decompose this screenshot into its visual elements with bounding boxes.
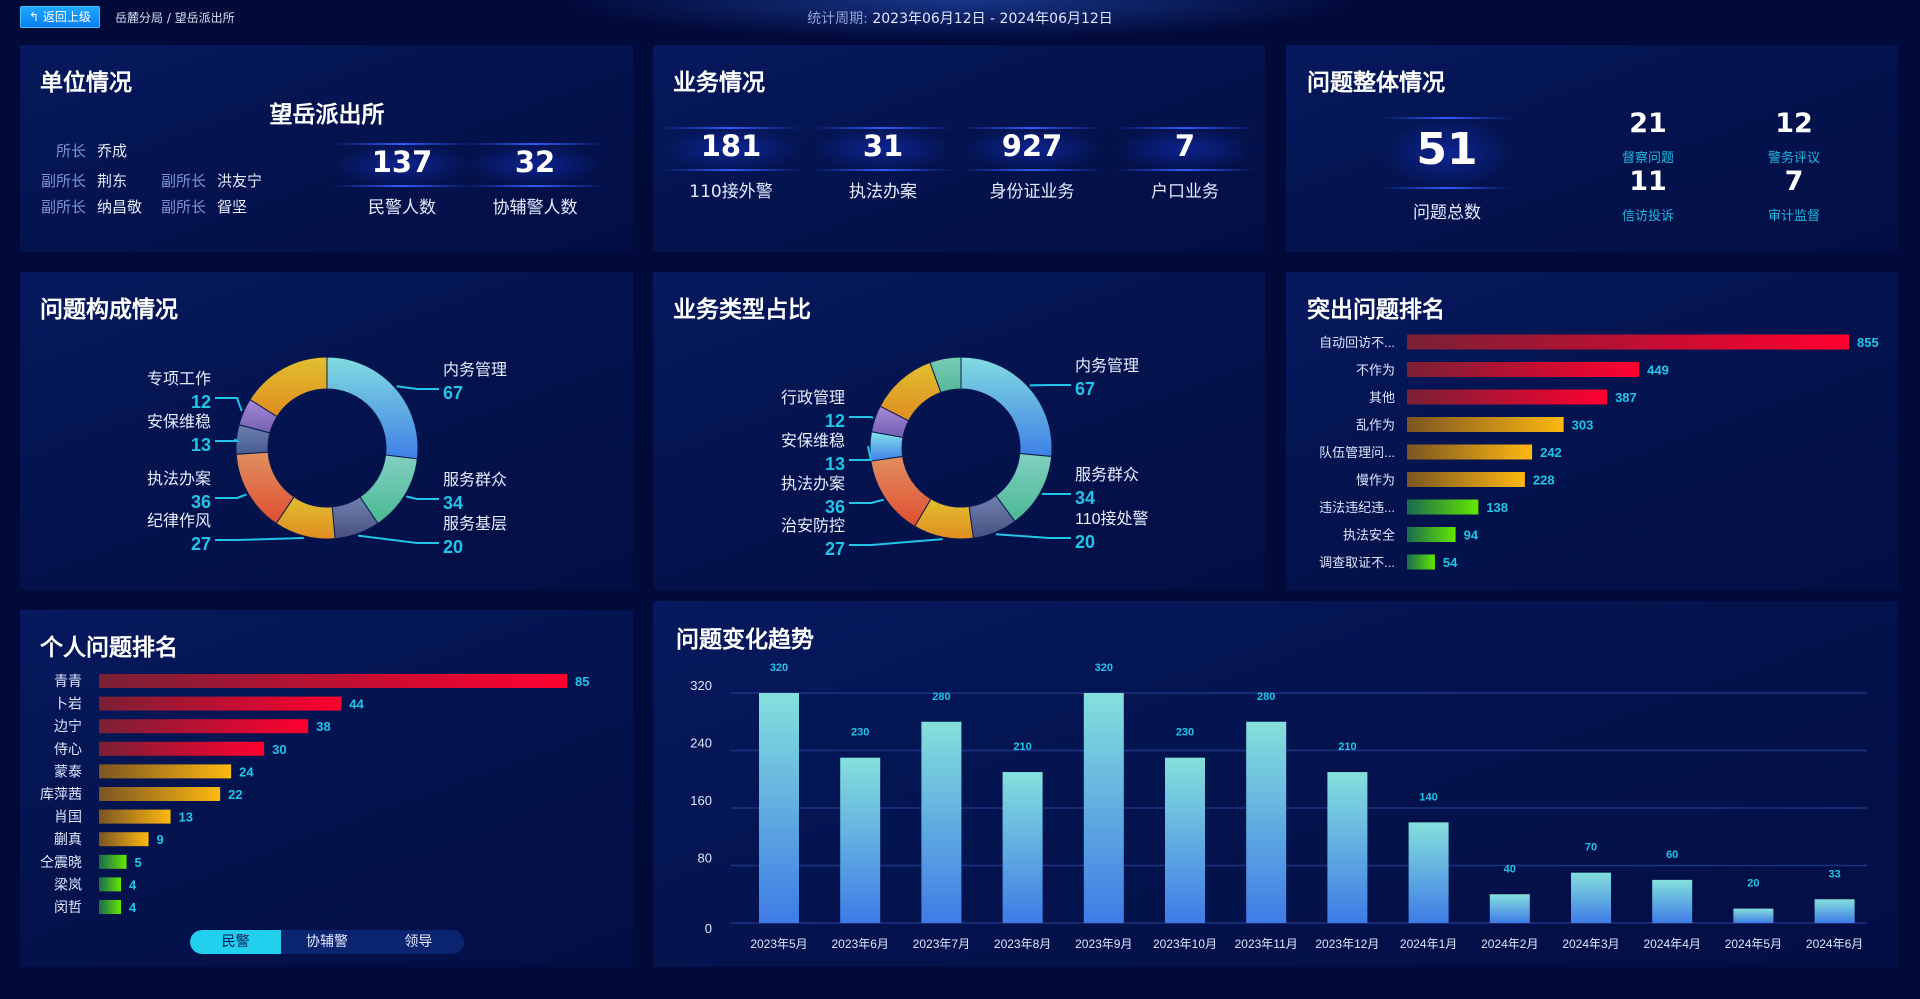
business-stat-value: 7	[1174, 129, 1196, 163]
auxiliary-count-label: 协辅警人数	[492, 198, 578, 218]
trend-title: 问题变化趋势	[676, 627, 814, 653]
issue-count-label: 警务评议	[1767, 151, 1821, 166]
personal-panel	[20, 610, 633, 967]
stat-box	[1115, 125, 1255, 171]
business-stat-label: 执法办案	[849, 182, 917, 202]
business-stat-value: 181	[700, 129, 762, 163]
back-label: 返回上级	[42, 10, 91, 24]
stat-box	[813, 125, 953, 171]
station-name: 望岳派出所	[269, 102, 385, 128]
period-label: 统计周期:	[807, 11, 868, 27]
trend-panel	[653, 601, 1898, 967]
leader-name: 眢坚	[217, 198, 248, 216]
top-issues-title: 突出问题排名	[1307, 297, 1445, 323]
leader-name: 洪友宁	[217, 172, 263, 190]
issue-count: 21	[1629, 108, 1667, 139]
unit-title: 单位情况	[40, 70, 132, 96]
stat-box	[661, 125, 801, 171]
breadcrumb: 岳麓分局 / 望岳派出所	[115, 11, 235, 25]
leader-role: 所长	[55, 142, 86, 160]
business-title: 业务情况	[673, 70, 765, 96]
business-stat-label: 110接外警	[689, 182, 773, 202]
leader-role: 副所长	[160, 198, 206, 216]
business-stat-label: 户口业务	[1151, 182, 1219, 202]
leader-name: 纳昌敬	[97, 198, 143, 216]
issue-count-label: 信访投诉	[1621, 209, 1675, 224]
business-type-title: 业务类型占比	[673, 297, 811, 323]
issue-count: 12	[1775, 108, 1813, 139]
stat-box	[332, 141, 472, 187]
personal-toggle[interactable]: 民警 协辅警 领导	[190, 930, 464, 954]
leader-name: 荆东	[97, 172, 128, 190]
back-button[interactable]: ↰ 返回上级	[20, 6, 100, 28]
overall-title: 问题整体情况	[1307, 70, 1445, 96]
leader-role: 副所长	[40, 198, 86, 216]
stat-box	[465, 141, 605, 187]
leader-role: 副所长	[40, 172, 86, 190]
stat-box	[962, 125, 1102, 171]
personal-title: 个人问题排名	[40, 635, 178, 661]
police-count-label: 民警人数	[368, 198, 436, 218]
return-arrow-icon: ↰	[29, 10, 43, 24]
stat-box	[1382, 115, 1512, 189]
leader-role: 副所长	[160, 172, 206, 190]
auxiliary-count: 32	[514, 145, 556, 179]
total-issues: 51	[1416, 124, 1478, 175]
toggle-police[interactable]: 民警	[190, 930, 282, 954]
business-stat-label: 身份证业务	[989, 182, 1075, 202]
total-issues-label: 问题总数	[1413, 203, 1481, 223]
issue-count: 11	[1629, 166, 1667, 197]
toggle-auxiliary[interactable]: 协辅警	[305, 934, 348, 950]
leader-name: 乔成	[97, 142, 128, 160]
issue-count-label: 审计监督	[1767, 209, 1821, 224]
header-glow	[560, 0, 1360, 40]
issue-count: 7	[1784, 166, 1804, 197]
top-issues-panel	[1286, 272, 1898, 590]
police-count: 137	[371, 145, 433, 179]
business-stat-value: 31	[862, 129, 904, 163]
toggle-leaders[interactable]: 领导	[404, 934, 433, 950]
period-value: 2023年06月12日 - 2024年06月12日	[872, 11, 1113, 27]
composition-title: 问题构成情况	[40, 297, 178, 323]
issue-count-label: 督察问题	[1621, 151, 1675, 166]
period: 统计周期: 2023年06月12日 - 2024年06月12日	[0, 8, 1920, 28]
business-stat-value: 927	[1001, 129, 1063, 163]
